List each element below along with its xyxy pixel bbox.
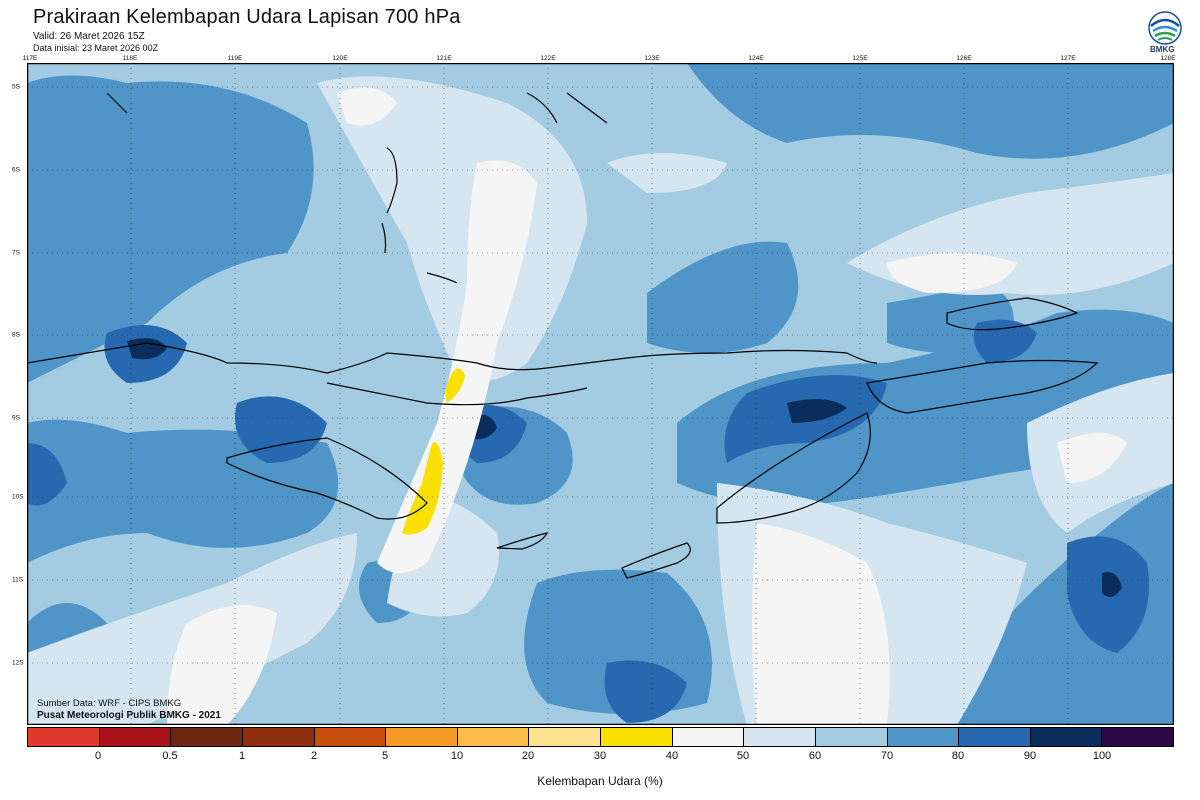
- colorbar-segment: [242, 728, 315, 746]
- colorbar: [27, 727, 1174, 747]
- colorbar-segment: [529, 728, 601, 746]
- lat-label: 11S: [12, 576, 24, 584]
- colorbar-segment: [959, 728, 1031, 746]
- lat-label: 12S: [12, 659, 24, 667]
- colorbar-segment: [28, 728, 100, 746]
- colorbar-segment: [887, 728, 960, 746]
- humidity-band-30: [402, 368, 465, 535]
- colorbar-tick: 1: [238, 750, 246, 762]
- colorbar-tick: 80: [951, 750, 965, 762]
- colorbar-segment: [601, 728, 673, 746]
- colorbar-tick: 30: [593, 750, 607, 762]
- page-title: Prakiraan Kelembapan Udara Lapisan 700 h…: [33, 6, 461, 28]
- colorbar-segment: [457, 728, 530, 746]
- lon-label: 122E: [540, 55, 556, 62]
- lon-label: 123E: [644, 55, 660, 62]
- lon-label: 126E: [956, 55, 972, 62]
- colorbar-tick: 90: [1023, 750, 1037, 762]
- lon-label: 117E: [22, 55, 38, 62]
- colorbar-segment: [672, 728, 745, 746]
- lat-label: 7S: [12, 249, 20, 257]
- colorbar-segment: [744, 728, 816, 746]
- colorbar-tick: 2: [310, 750, 318, 762]
- data-source: Sumber Data: WRF - CIPS BMKG: [37, 698, 182, 709]
- colorbar-title: Kelembapan Udara (%): [537, 774, 663, 788]
- colorbar-segment: [314, 728, 387, 746]
- lon-label: 118E: [122, 55, 138, 62]
- lat-label: 5S: [12, 83, 20, 91]
- humidity-band-50: [167, 87, 1127, 725]
- colorbar-tick: 20: [521, 750, 535, 762]
- bmkg-logo-icon: [1148, 11, 1182, 45]
- colorbar-tick: 0: [94, 750, 102, 762]
- init-time: Data inisial: 23 Maret 2026 00Z: [33, 43, 159, 53]
- colorbar-segment: [171, 728, 243, 746]
- colorbar-tick: 50: [736, 750, 750, 762]
- colorbar-tick: 40: [665, 750, 679, 762]
- lat-label: 8S: [12, 331, 20, 339]
- credits: Sumber Data: WRF - CIPS BMKG Pusat Meteo…: [37, 698, 221, 722]
- colorbar-tick: 60: [808, 750, 822, 762]
- lon-label: 124E: [748, 55, 764, 62]
- lat-label: 6S: [12, 166, 20, 174]
- logo-text: BMKG: [1150, 45, 1175, 54]
- valid-time: Valid: 26 Maret 2026 15Z: [33, 31, 145, 42]
- humidity-map: [27, 63, 1174, 725]
- organization: Pusat Meteorologi Publik BMKG - 2021: [37, 710, 221, 721]
- lat-label: 9S: [12, 414, 20, 422]
- colorbar-tick: 0.5: [162, 750, 178, 762]
- map-frame: [27, 63, 1174, 725]
- colorbar-segment: [1030, 728, 1103, 746]
- lat-label: 10S: [12, 493, 24, 501]
- lon-label: 121E: [436, 55, 452, 62]
- lon-label: 127E: [1060, 55, 1076, 62]
- lon-label: 120E: [332, 55, 348, 62]
- colorbar-tick: 5: [381, 750, 389, 762]
- colorbar-segment: [386, 728, 458, 746]
- coastlines: [27, 92, 1099, 579]
- colorbar-tick: 70: [880, 750, 894, 762]
- lon-label: 128E: [1160, 55, 1176, 62]
- colorbar-segment: [815, 728, 888, 746]
- lon-label: 125E: [852, 55, 868, 62]
- gridlines: [27, 63, 1174, 725]
- lon-label: 119E: [227, 55, 243, 62]
- colorbar-segment: [99, 728, 172, 746]
- colorbar-tick: 100: [1092, 750, 1112, 762]
- colorbar-segment: [1102, 728, 1173, 746]
- colorbar-tick: 10: [450, 750, 464, 762]
